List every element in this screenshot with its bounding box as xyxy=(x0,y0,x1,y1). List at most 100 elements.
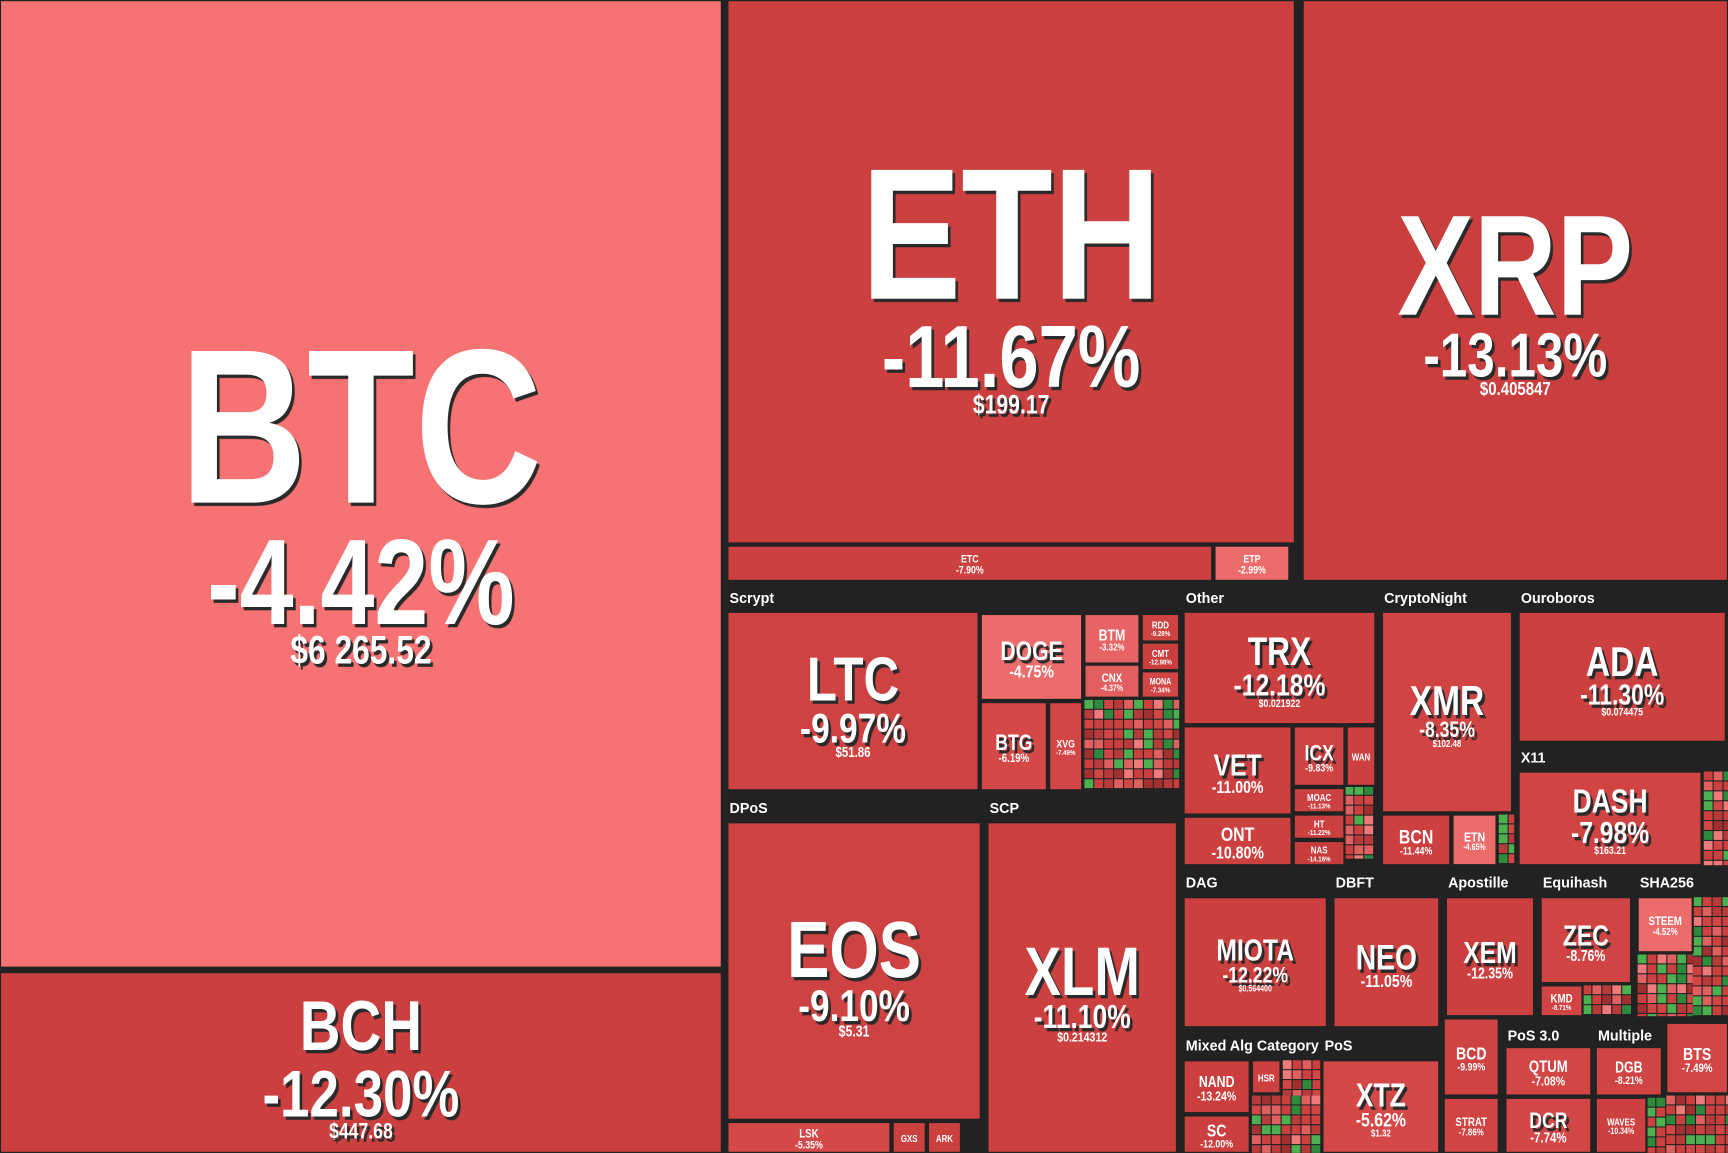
mini-tile xyxy=(1702,956,1712,966)
tile-price: $1.32 xyxy=(1371,1128,1391,1139)
mini-tile xyxy=(1143,709,1153,719)
mini-tile xyxy=(1364,805,1374,815)
mini-tile xyxy=(1508,854,1515,864)
mini-tile xyxy=(1686,1135,1695,1145)
mini-tile xyxy=(1302,1090,1312,1096)
mini-tile xyxy=(1498,824,1508,834)
mini-tile xyxy=(1301,1095,1311,1105)
tile xyxy=(891,1120,927,1153)
mini-tile xyxy=(1696,1125,1705,1135)
mini-tile xyxy=(1134,779,1143,789)
mini-tile xyxy=(1676,1145,1686,1153)
mini-tile xyxy=(1163,779,1173,789)
mini-tile xyxy=(1344,805,1354,815)
mini-tile xyxy=(1344,815,1354,825)
group-name: Equihash xyxy=(1543,875,1607,891)
tile-price: $5.31 xyxy=(839,1022,870,1040)
mini-tile xyxy=(1622,985,1632,995)
tile-symbol: XEM xyxy=(1463,935,1516,969)
mini-tile xyxy=(1163,709,1173,719)
mini-tile xyxy=(1354,805,1364,815)
mini-tile xyxy=(1094,769,1104,779)
mini-tile xyxy=(1705,1105,1715,1115)
mini-tile xyxy=(1702,946,1712,956)
mini-tile xyxy=(1173,739,1180,749)
mini-tile xyxy=(1703,850,1713,860)
mini-tile xyxy=(1723,821,1728,830)
mini-tile xyxy=(1261,1125,1271,1135)
mini-tile xyxy=(1657,964,1667,974)
tile-symbol: BTC xyxy=(180,304,542,550)
tile-symbol: HSR xyxy=(1258,1072,1275,1083)
mini-tile xyxy=(1712,936,1722,946)
tile xyxy=(1539,984,1584,1018)
tile xyxy=(1301,0,1728,583)
tile-symbol: LSK xyxy=(799,1127,818,1140)
mini-tile xyxy=(1646,1127,1656,1137)
tile-change: -9.28% xyxy=(1151,631,1171,639)
mini-tile xyxy=(1084,729,1094,739)
mini-tile xyxy=(1153,769,1163,779)
mini-tile xyxy=(1715,1095,1725,1105)
mini-tile xyxy=(1713,791,1723,801)
mini-tile xyxy=(1143,729,1153,739)
tile-change: -10.80% xyxy=(1211,844,1263,863)
tile-symbol: CMT xyxy=(1152,648,1170,659)
mini-tile xyxy=(1712,907,1722,916)
tile-change: -7.98% xyxy=(1571,816,1649,850)
mini-tile xyxy=(1702,907,1712,916)
mini-tile xyxy=(1094,729,1104,739)
mini-tile xyxy=(1702,926,1712,936)
mini-tile xyxy=(1173,769,1180,779)
mini-tile xyxy=(1271,1135,1281,1145)
mini-tile xyxy=(1647,1004,1657,1013)
mini-tile xyxy=(1251,1145,1261,1153)
tile-change: -2.99% xyxy=(1238,565,1266,577)
mini-tile xyxy=(1271,1095,1281,1105)
tile-symbol: ONT xyxy=(1221,823,1255,845)
mini-tile xyxy=(1712,946,1722,956)
mini-tile xyxy=(1084,739,1094,749)
tile-symbol: DOGE xyxy=(1000,637,1062,667)
mini-tile xyxy=(1712,976,1722,986)
mini-tile xyxy=(1582,985,1592,995)
mini-tile xyxy=(1124,739,1133,749)
mini-tile xyxy=(1723,831,1728,840)
mini-tile xyxy=(1163,759,1173,769)
mini-tile xyxy=(1705,1095,1715,1105)
group-header xyxy=(725,793,984,822)
mini-tile xyxy=(1646,1117,1656,1127)
tile-symbol: XMR xyxy=(1410,678,1484,724)
mini-tile xyxy=(1712,926,1722,936)
tile-symbol: QTUM xyxy=(1529,1058,1568,1077)
tile-change: -8.71% xyxy=(1552,1005,1572,1013)
mini-tile xyxy=(1364,845,1374,855)
mini-tile xyxy=(1301,1145,1311,1153)
mini-tile xyxy=(1134,749,1143,759)
mini-tile xyxy=(1354,855,1364,859)
mini-tile xyxy=(1725,1135,1728,1145)
tile xyxy=(1380,813,1452,867)
tile xyxy=(1444,896,1536,1018)
mini-tile xyxy=(1656,1097,1666,1107)
mini-tile xyxy=(1713,801,1723,811)
mini-tile xyxy=(1364,815,1374,825)
tile xyxy=(1539,896,1633,985)
mini-tile xyxy=(1104,769,1114,779)
mini-tile xyxy=(1291,1145,1301,1153)
mini-tile xyxy=(1715,1135,1725,1145)
mini-tile xyxy=(1282,1070,1292,1080)
tile xyxy=(979,612,1084,702)
tile-price: $102.48 xyxy=(1433,738,1462,749)
mini-tile xyxy=(1312,1070,1321,1080)
tile xyxy=(1345,725,1377,787)
mini-tile xyxy=(1676,1095,1686,1105)
mini-tile xyxy=(1722,936,1728,946)
tile xyxy=(1451,813,1498,867)
mini-tile xyxy=(1705,1145,1715,1153)
tile-change: -11.10% xyxy=(1034,1000,1131,1036)
tile-change: -8.76% xyxy=(1566,946,1606,964)
mini-tile xyxy=(1715,1145,1725,1153)
tile-symbol: STEEM xyxy=(1648,915,1681,928)
mini-tile xyxy=(1687,1014,1693,1017)
